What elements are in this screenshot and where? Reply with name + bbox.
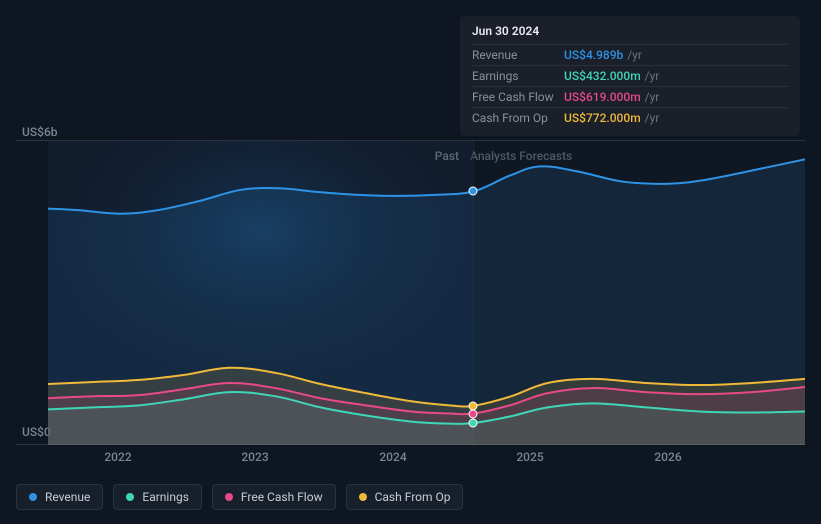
earnings-marker — [469, 419, 478, 428]
tooltip-row: Free Cash FlowUS$619.000m/yr — [472, 86, 788, 107]
legend-item-earnings[interactable]: Earnings — [113, 484, 202, 510]
x-axis-label: 2023 — [241, 450, 268, 464]
legend-dot-icon — [359, 493, 367, 501]
tooltip-metric-value: US$619.000m — [564, 90, 641, 104]
tooltip-metric-value: US$4.989b — [564, 48, 623, 62]
tooltip-row: RevenueUS$4.989b/yr — [472, 44, 788, 65]
y-axis-label: US$6b — [22, 125, 58, 139]
legend-label: Revenue — [45, 490, 90, 504]
legend-label: Earnings — [142, 490, 189, 504]
revenue-marker — [469, 187, 478, 196]
tooltip-metric-unit: /yr — [645, 90, 660, 104]
tooltip-row: EarningsUS$432.000m/yr — [472, 65, 788, 86]
x-axis-label: 2025 — [516, 450, 543, 464]
chart-legend: Revenue Earnings Free Cash Flow Cash From O… — [16, 484, 463, 510]
tooltip-metric-label: Free Cash Flow — [472, 90, 564, 104]
tooltip-metric-label: Earnings — [472, 69, 564, 83]
tooltip-row: Cash From OpUS$772.000m/yr — [472, 107, 788, 128]
tooltip-metric-unit: /yr — [627, 48, 642, 62]
tooltip-metric-value: US$772.000m — [564, 111, 641, 125]
tooltip-metric-label: Revenue — [472, 48, 564, 62]
legend-item-free-cash-flow[interactable]: Free Cash Flow — [212, 484, 336, 510]
x-axis-label: 2026 — [654, 450, 681, 464]
tooltip-metric-unit: /yr — [645, 69, 660, 83]
legend-item-revenue[interactable]: Revenue — [16, 484, 103, 510]
legend-label: Cash From Op — [375, 490, 451, 504]
free-cash-flow-marker — [469, 409, 478, 418]
tooltip-date: Jun 30 2024 — [472, 24, 788, 44]
x-axis-label: 2024 — [379, 450, 406, 464]
legend-dot-icon — [225, 493, 233, 501]
legend-item-cash-from-op[interactable]: Cash From Op — [346, 484, 464, 510]
chart-tooltip: Jun 30 2024 RevenueUS$4.989b/yrEarningsU… — [460, 16, 800, 136]
tooltip-metric-value: US$432.000m — [564, 69, 641, 83]
x-axis-label: 2022 — [104, 450, 131, 464]
legend-label: Free Cash Flow — [241, 490, 323, 504]
tooltip-metric-unit: /yr — [645, 111, 660, 125]
financials-chart: US$6b US$0 Past Analysts Forecasts 20222… — [0, 0, 821, 524]
chart-plot-area[interactable] — [16, 140, 805, 445]
legend-dot-icon — [29, 493, 37, 501]
legend-dot-icon — [126, 493, 134, 501]
tooltip-metric-label: Cash From Op — [472, 111, 564, 125]
